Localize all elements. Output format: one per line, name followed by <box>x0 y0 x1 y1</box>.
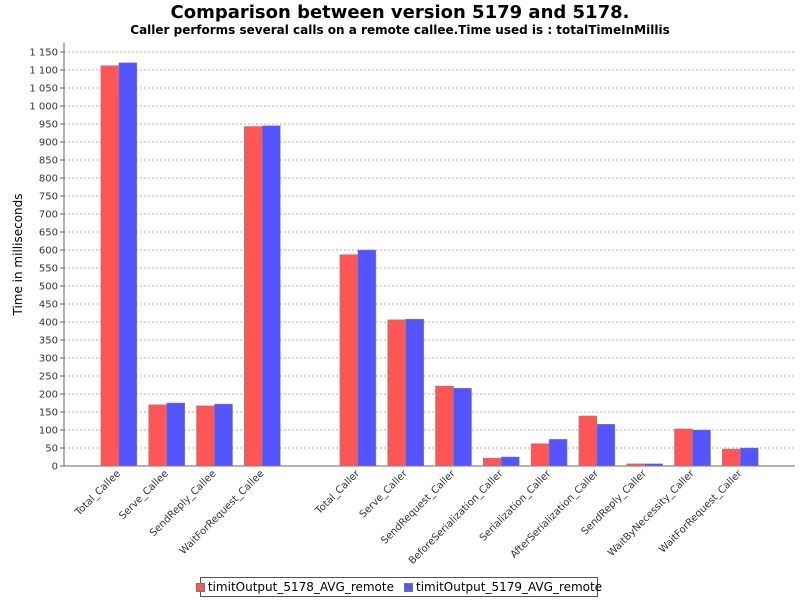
y-tick-label: 800 <box>39 174 58 185</box>
y-tick-label: 700 <box>39 210 58 221</box>
legend-swatch-5178 <box>195 582 205 592</box>
y-tick-label: 650 <box>39 228 58 239</box>
bar-5178-WaitByNecessity_Caller <box>674 428 693 467</box>
y-tick-label: 300 <box>39 354 58 365</box>
y-tick-label: 350 <box>39 336 58 347</box>
y-tick-label: 150 <box>39 408 58 419</box>
x-tick-label: WaitForRequest_Callee <box>178 468 267 557</box>
x-tick-label: Total_Caller <box>313 468 363 518</box>
x-tick-label: Serve_Callee <box>117 468 170 521</box>
bar-5179-SendReply_Callee <box>214 403 233 467</box>
bar-5179-Total_Callee <box>118 62 138 467</box>
bar-5179-Serve_Callee <box>166 402 185 467</box>
bar-5178-Serve_Caller <box>387 319 406 467</box>
y-tick-label: 250 <box>39 372 58 383</box>
y-tick-label: 550 <box>39 264 58 275</box>
plot-area <box>64 43 795 466</box>
bar-5179-SendReply_Caller <box>644 463 663 467</box>
chart-title: Comparison between version 5179 and 5178… <box>170 2 630 23</box>
bar-5179-WaitForRequest_Caller <box>740 447 759 467</box>
bar-5178-AfterSerialization_Caller <box>578 415 598 467</box>
bar-5179-BeforeSerialization_Caller <box>501 456 520 467</box>
bar-5178-SendReply_Callee <box>196 405 215 467</box>
y-tick-label: 0 <box>52 462 58 473</box>
bar-5179-SendRequest_Caller <box>453 387 472 467</box>
legend-item-5178: timitOutput_5178_AVG_remote <box>195 580 394 594</box>
bar-chart: 0 50 100 150 200 250 300 350 400 450 500 550 600 650 7… <box>11 43 795 567</box>
legend-label-5179: timitOutput_5179_AVG_remote <box>416 580 603 594</box>
y-tick-label: 950 <box>39 120 58 131</box>
y-tick-label: 400 <box>39 318 58 329</box>
legend-label-5178: timitOutput_5178_AVG_remote <box>207 580 394 594</box>
bar-5179-WaitForRequest_Callee <box>262 125 281 467</box>
y-tick-label: 1 050 <box>29 84 58 95</box>
x-tick-label: AfterSerialization_Caller <box>509 468 602 561</box>
bar-5178-Total_Caller <box>339 254 359 467</box>
x-tick-label: WaitForRequest_Caller <box>657 468 745 556</box>
y-tick-label: 1 100 <box>29 66 58 77</box>
x-tick-label: Total_Callee <box>73 468 123 518</box>
chart-subtitle: Caller performs several calls on a remot… <box>130 23 670 37</box>
x-tick-label: BeforeSerialization_Caller <box>407 468 506 567</box>
bar-5179-Serialization_Caller <box>548 439 568 467</box>
y-tick-label: 200 <box>39 390 58 401</box>
bar-5179-Serve_Caller <box>405 318 424 467</box>
y-tick-label: 750 <box>39 192 58 203</box>
y-axis-label: Time in milliseconds <box>11 193 25 316</box>
bar-5179-AfterSerialization_Caller <box>596 423 616 467</box>
x-tick-label: WaitByNecessity_Caller <box>606 468 697 559</box>
y-tick-label: 1 150 <box>29 48 58 59</box>
bar-5178-Serve_Callee <box>148 404 167 467</box>
y-tick-label: 500 <box>39 282 58 293</box>
y-tick-label: 100 <box>39 426 58 437</box>
bar-5179-WaitByNecessity_Caller <box>692 429 711 467</box>
y-tick-label: 1 000 <box>29 102 58 113</box>
bar-5178-BeforeSerialization_Caller <box>483 457 502 467</box>
bar-5178-Serialization_Caller <box>530 443 550 467</box>
y-tick-label: 850 <box>39 156 58 167</box>
legend-item-5179: timitOutput_5179_AVG_remote <box>404 580 602 594</box>
legend-swatch-5179 <box>404 582 413 592</box>
y-tick-label: 900 <box>39 138 58 149</box>
bar-5178-WaitForRequest_Caller <box>722 448 741 467</box>
legend: timitOutput_5178_AVG_remote timitOutput_… <box>195 577 602 597</box>
bar-5178-WaitForRequest_Callee <box>244 126 263 467</box>
y-tick-label: 600 <box>39 246 58 257</box>
bar-5178-SendRequest_Caller <box>435 385 454 467</box>
bar-5179-Total_Caller <box>357 249 377 467</box>
bar-5178-SendReply_Caller <box>626 463 645 467</box>
y-tick-label: 450 <box>39 300 58 311</box>
bar-5178-Total_Callee <box>100 65 120 467</box>
y-tick-label: 50 <box>45 444 58 455</box>
x-tick-label: Serve_Caller <box>358 468 411 521</box>
